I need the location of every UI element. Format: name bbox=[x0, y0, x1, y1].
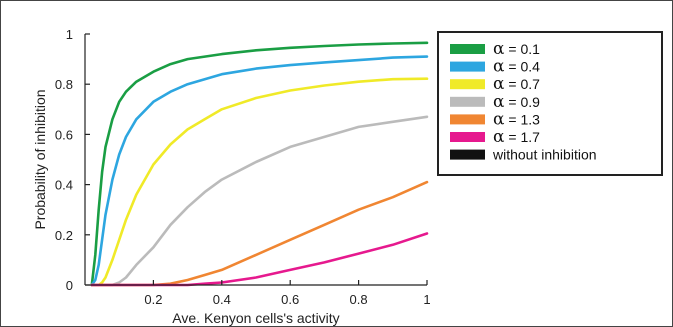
legend-label: α = 0.1 bbox=[493, 39, 540, 59]
legend-swatch bbox=[450, 44, 485, 54]
legend-label: α = 0.7 bbox=[493, 74, 540, 94]
series-line bbox=[90, 115, 429, 287]
legend-label-text: without inhibition bbox=[492, 147, 597, 163]
legend-swatch bbox=[450, 132, 485, 142]
plot-lines bbox=[90, 41, 429, 287]
legend-label-text: = 0.1 bbox=[504, 41, 540, 57]
legend-label-text: = 1.7 bbox=[504, 129, 540, 145]
x-tick-label: 0.4 bbox=[213, 292, 231, 307]
legend-label-text: = 0.9 bbox=[504, 94, 540, 110]
legend-swatch bbox=[450, 96, 485, 107]
legend-label: α = 1.3 bbox=[493, 109, 540, 129]
series-line bbox=[90, 55, 429, 287]
legend-alpha-symbol: α bbox=[493, 109, 505, 129]
legend-alpha-symbol: α bbox=[493, 74, 505, 94]
y-tick-label: 0.2 bbox=[55, 228, 73, 243]
legend-label: α = 1.7 bbox=[493, 127, 540, 147]
legend-label-text: = 1.3 bbox=[504, 111, 540, 127]
x-ticks: 0.2 0.4 0.6 0.8 1 bbox=[144, 280, 431, 307]
legend-label: α = 0.4 bbox=[493, 57, 540, 77]
legend: α = 0.1α = 0.4α = 0.7α = 0.9α = 1.3α = 1… bbox=[437, 31, 663, 176]
legend-swatch bbox=[450, 61, 485, 72]
y-tick-label: 0 bbox=[66, 278, 73, 293]
x-tick-label: 0.8 bbox=[350, 292, 368, 307]
series-line bbox=[90, 77, 429, 287]
x-tick-label: 0.6 bbox=[281, 292, 299, 307]
x-tick-label: 1 bbox=[423, 292, 430, 307]
series-line bbox=[90, 180, 429, 287]
legend-label: without inhibition bbox=[492, 147, 597, 163]
legend-label-text: = 0.7 bbox=[504, 76, 540, 92]
legend-label: α = 0.9 bbox=[493, 92, 540, 112]
legend-alpha-symbol: α bbox=[493, 127, 505, 147]
legend-swatch bbox=[450, 114, 485, 125]
x-axis-title: Ave. Kenyon cells's activity bbox=[172, 310, 339, 326]
legend-alpha-symbol: α bbox=[493, 39, 505, 59]
y-ticks: 0 0.2 0.4 0.6 0.8 1 bbox=[55, 27, 90, 293]
y-axis-title: Probability of inhibition bbox=[32, 89, 48, 229]
y-tick-label: 1 bbox=[66, 27, 73, 42]
y-tick-label: 0.8 bbox=[55, 77, 73, 92]
y-tick-label: 0.4 bbox=[55, 178, 73, 193]
legend-swatch bbox=[450, 79, 485, 90]
legend-swatch bbox=[450, 149, 485, 160]
x-tick-label: 0.2 bbox=[144, 292, 162, 307]
series-line bbox=[90, 41, 429, 287]
legend-alpha-symbol: α bbox=[493, 92, 505, 112]
y-tick-label: 0.6 bbox=[55, 127, 73, 142]
legend-label-text: = 0.4 bbox=[504, 59, 540, 75]
legend-alpha-symbol: α bbox=[493, 57, 505, 77]
